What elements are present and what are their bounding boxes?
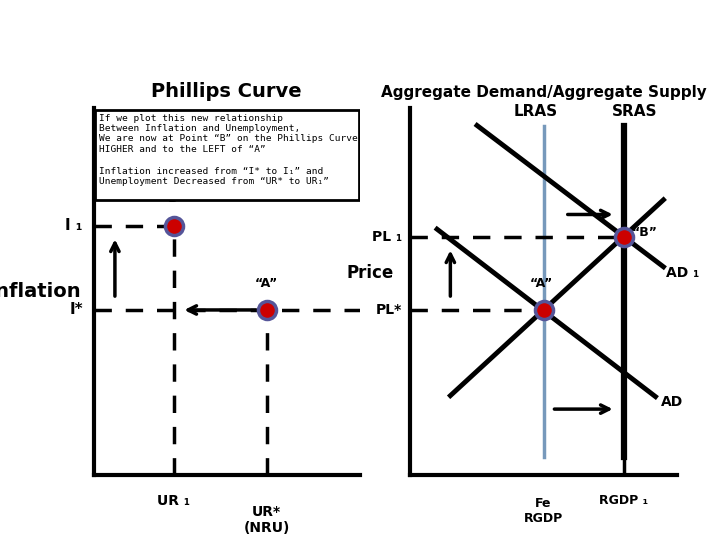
- Text: I*: I*: [69, 302, 83, 318]
- Text: UR*
(NRU): UR* (NRU): [243, 504, 290, 535]
- Text: “B”: “B”: [631, 226, 657, 239]
- Text: “A”: “A”: [255, 277, 279, 290]
- Text: PL ₁: PL ₁: [372, 230, 402, 244]
- Text: Inflation increased from “I* to I₁” and
Unemployment Decreased from “UR* to UR₁”: Inflation increased from “I* to I₁” and …: [99, 167, 329, 186]
- Text: I ₁: I ₁: [66, 218, 83, 233]
- Text: LRAS: LRAS: [513, 104, 558, 119]
- Text: AD ₁: AD ₁: [666, 266, 699, 280]
- Text: Inflation: Inflation: [0, 282, 81, 301]
- Text: PL*: PL*: [376, 303, 402, 317]
- Text: SRAS: SRAS: [611, 104, 657, 119]
- Text: AD: AD: [661, 395, 683, 409]
- Text: UR ₁: UR ₁: [157, 494, 190, 508]
- Text: “B”: “B”: [161, 192, 186, 205]
- Text: Price: Price: [347, 264, 394, 282]
- Text: “A”: “A”: [529, 277, 552, 290]
- Title: Phillips Curve: Phillips Curve: [151, 82, 302, 101]
- Text: Fe
RGDP: Fe RGDP: [524, 497, 563, 525]
- Bar: [95, 110, 359, 200]
- Text: RGDP ₁: RGDP ₁: [599, 494, 648, 507]
- Title: Aggregate Demand/Aggregate Supply: Aggregate Demand/Aggregate Supply: [381, 85, 706, 100]
- Text: If we plot this new relationship
Between Inflation and Unemployment,
We are now : If we plot this new relationship Between…: [99, 113, 358, 154]
